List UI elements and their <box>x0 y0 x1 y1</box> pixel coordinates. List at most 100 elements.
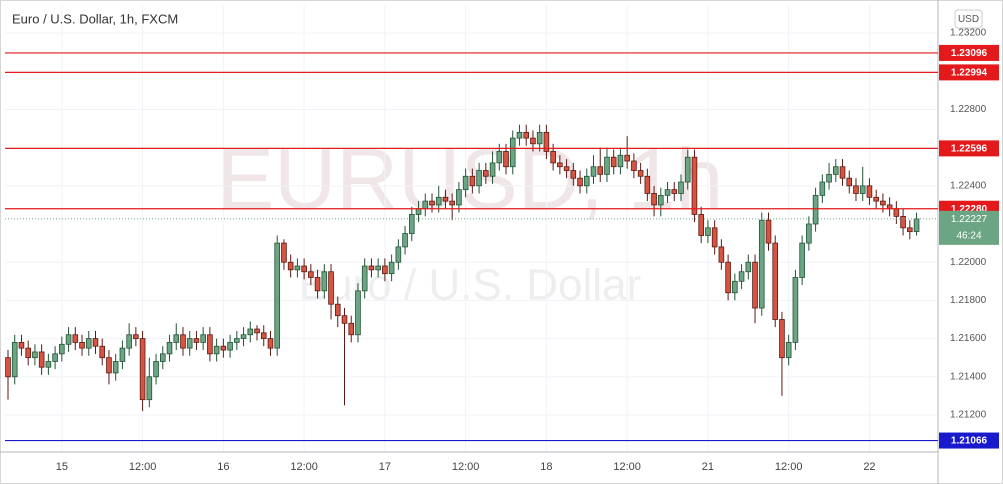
candle-body <box>678 181 684 194</box>
candle-body <box>294 265 301 271</box>
candle-body <box>691 156 698 215</box>
candle-body <box>469 175 476 187</box>
candle-body <box>832 166 839 175</box>
x-tick-label: 12:00 <box>129 461 157 473</box>
candle-body <box>866 185 873 198</box>
candle-body <box>18 341 25 349</box>
candle-body <box>341 315 348 324</box>
candle-body <box>52 353 58 362</box>
level-label: 1.22280 <box>951 204 988 215</box>
candle-body <box>785 341 792 359</box>
candle-body <box>765 219 772 244</box>
candle-body <box>180 334 186 349</box>
candle-body <box>819 181 826 196</box>
candle-body <box>146 376 153 401</box>
candle-body <box>913 218 920 233</box>
candle-body <box>483 170 489 177</box>
level-tag <box>939 140 999 157</box>
candle-body <box>11 341 18 378</box>
candle-body <box>408 214 415 234</box>
candle-body <box>543 131 550 152</box>
candle-body <box>651 193 657 206</box>
candle-body <box>186 338 193 349</box>
candle-body <box>435 196 442 206</box>
watermark-name: Euro / U.S. Dollar <box>299 261 641 310</box>
candle-body <box>449 200 455 206</box>
candle-body <box>240 334 247 339</box>
candle-body <box>429 200 435 206</box>
candle-body <box>388 261 395 275</box>
candle-body <box>536 131 543 145</box>
candle-body <box>247 328 254 336</box>
y-tick-label: 1.21800 <box>950 295 987 306</box>
x-tick-label: 12:00 <box>613 461 641 473</box>
candle-body <box>422 200 429 210</box>
candle-body <box>658 194 664 206</box>
candle-body <box>583 175 590 187</box>
candle-body <box>718 246 725 263</box>
candle-body <box>99 345 106 359</box>
candle-body <box>745 261 752 273</box>
level-label: 1.23096 <box>951 48 988 59</box>
candle-body <box>725 261 731 294</box>
level-label: 1.22994 <box>951 68 988 79</box>
x-tick-label: 12:00 <box>775 461 803 473</box>
candle-body <box>25 347 31 359</box>
candle-body <box>79 341 85 349</box>
candle-body <box>254 328 260 334</box>
candle-body <box>530 137 536 145</box>
candle-body <box>361 265 368 292</box>
candle-body <box>59 343 65 355</box>
candle-body <box>45 361 52 368</box>
x-tick-label: 18 <box>540 461 552 473</box>
candle-body <box>624 154 630 162</box>
candle-body <box>462 175 469 191</box>
candle-body <box>281 242 287 263</box>
x-tick-label: 12:00 <box>290 461 318 473</box>
candle-body <box>664 189 671 196</box>
candle-body <box>846 177 853 187</box>
y-tick-label: 1.22000 <box>950 257 987 268</box>
candle-body <box>476 170 482 187</box>
candle-body <box>496 151 503 164</box>
candle-body <box>153 361 159 378</box>
candle-body <box>637 170 644 177</box>
candle-body <box>106 357 112 374</box>
candle-body <box>314 277 321 292</box>
candle-body <box>334 303 341 317</box>
candle-body <box>799 242 805 278</box>
candle-body <box>792 277 799 343</box>
candle-body <box>610 156 617 168</box>
x-tick-label: 17 <box>379 461 391 473</box>
candle-body <box>738 271 745 282</box>
candle-body <box>5 357 11 378</box>
candle-body <box>705 227 711 236</box>
x-tick-label: 22 <box>863 461 875 473</box>
candle-body <box>617 154 624 168</box>
candle-body <box>200 334 206 343</box>
candle-body <box>570 170 577 179</box>
candle-body <box>853 185 859 194</box>
currency-label: USD <box>958 14 979 25</box>
candle-body <box>893 208 900 217</box>
y-tick-label: 1.22400 <box>950 180 987 191</box>
candle-body <box>348 322 355 336</box>
candle-body <box>382 265 388 275</box>
candle-body <box>119 347 126 362</box>
countdown: 46:24 <box>956 230 981 241</box>
y-tick-label: 1.23200 <box>950 28 987 39</box>
candle-body <box>631 160 637 171</box>
candle-body <box>126 334 132 349</box>
candle-body <box>274 242 280 349</box>
candle-body <box>563 166 570 171</box>
candle-body <box>597 166 604 175</box>
currency-button[interactable] <box>954 9 983 29</box>
y-tick-label: 1.21400 <box>950 371 987 382</box>
y-tick-label: 1.21200 <box>950 410 987 421</box>
candle-body <box>523 131 530 139</box>
last-price-label: 1.22227 <box>951 214 988 225</box>
candle-body <box>489 162 496 177</box>
candle-body <box>557 162 563 168</box>
